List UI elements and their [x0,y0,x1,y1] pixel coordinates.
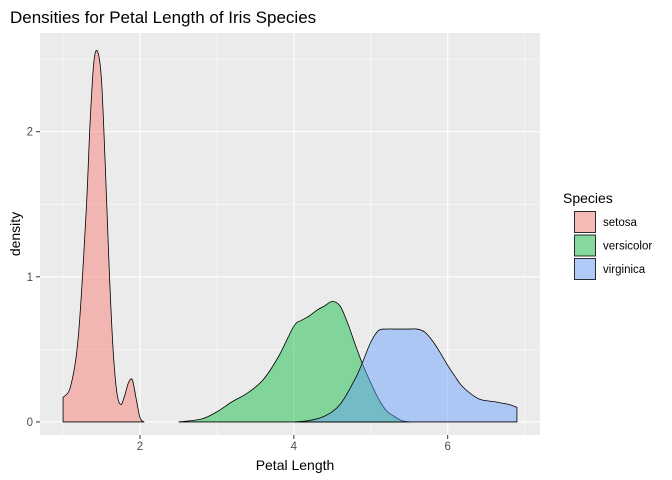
y-axis-title: density [7,212,23,256]
density-area-virginica [293,328,517,422]
y-tick-label: 0 [27,417,33,429]
density-outline-setosa [62,50,145,423]
y-tick-label: 2 [27,127,33,139]
legend-label-virginica: virginica [603,264,646,276]
density-areas [62,50,518,423]
axis-ticks: 2 4 6 0 1 2 [27,127,451,453]
chart-title: Densities for Petal Length of Iris Speci… [10,8,316,27]
plot-panel [40,33,540,435]
legend-key-setosa [574,211,596,233]
y-tick-label: 1 [27,272,33,284]
x-axis-title: Petal Length [256,457,335,473]
x-tick-label: 6 [444,441,450,453]
legend-title: Species [563,190,613,206]
x-tick-label: 2 [137,441,143,453]
legend: Species setosa versicolor virginica [563,190,652,280]
legend-key-virginica [574,258,596,280]
density-area-versicolor [178,301,410,422]
legend-label-setosa: setosa [603,217,637,229]
legend-key-background [574,258,596,280]
density-outline-virginica [293,328,518,423]
density-area-setosa [63,50,144,422]
density-outline-versicolor [178,301,410,423]
x-tick-label: 4 [291,441,298,453]
legend-key-background [574,211,596,233]
legend-key-background [574,234,596,257]
legend-label-versicolor: versicolor [603,241,652,253]
legend-key-versicolor [574,234,596,257]
